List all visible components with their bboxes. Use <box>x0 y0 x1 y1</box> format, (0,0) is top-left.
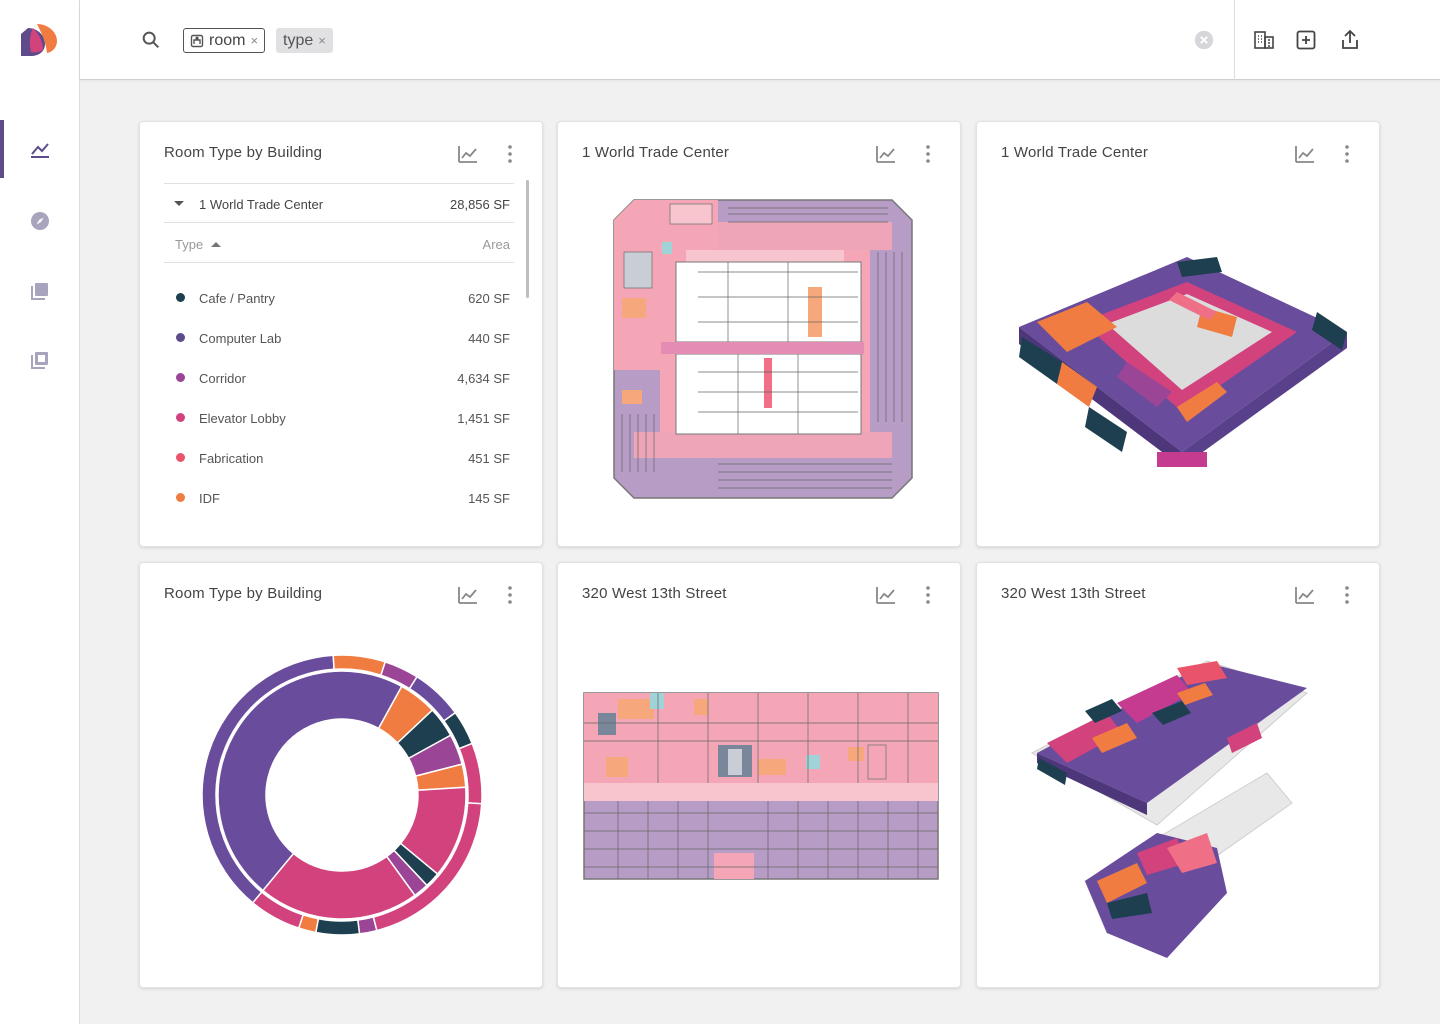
row-area: 4,634 SF <box>457 371 510 386</box>
nav-insights[interactable] <box>0 120 80 178</box>
row-area: 145 SF <box>468 491 510 506</box>
search-bar: room × type × <box>80 0 1440 80</box>
legend-dot <box>176 293 185 302</box>
share-icon <box>1342 29 1358 49</box>
card-floorplan-2d-wtc: 1 World Trade Center <box>557 121 961 547</box>
building-icon <box>1254 31 1274 49</box>
more-vert-icon[interactable] <box>916 583 940 607</box>
floorplan-2d[interactable] <box>558 563 961 988</box>
card-title: 320 West 13th Street <box>582 585 727 602</box>
card-title: 320 West 13th Street <box>1001 585 1146 602</box>
chart-type-icon[interactable] <box>874 142 898 166</box>
column-header-type[interactable]: Type <box>175 237 222 252</box>
card-title: Room Type by Building <box>164 144 323 161</box>
sunburst-slice[interactable] <box>251 891 305 930</box>
row-type: Cafe / Pantry <box>199 291 275 306</box>
table-row[interactable]: IDF 145 SF <box>164 478 514 518</box>
card-room-type-sunburst: Room Type by Building <box>139 562 543 988</box>
row-type: Elevator Lobby <box>199 411 286 426</box>
table-row[interactable]: Computer Lab 440 SF <box>164 318 514 358</box>
legend-dot <box>176 373 185 382</box>
sort-asc-icon <box>211 242 222 247</box>
more-vert-icon[interactable] <box>1335 142 1359 166</box>
chip-label: room <box>209 31 246 49</box>
legend-dot <box>176 453 185 462</box>
search-icon[interactable] <box>140 29 162 51</box>
chart-type-icon[interactable] <box>456 583 480 607</box>
chip-remove-icon[interactable]: × <box>250 33 259 48</box>
table-row[interactable]: Fabrication 451 SF <box>164 438 514 478</box>
more-vert-icon[interactable] <box>1335 583 1359 607</box>
row-area: 451 SF <box>468 451 510 466</box>
table-header: Type Area <box>164 223 514 263</box>
nav-library[interactable] <box>0 331 80 389</box>
card-room-type-table: Room Type by Building 1 World Trade Cent… <box>139 121 543 547</box>
row-type: IDF <box>199 491 220 506</box>
card-title: 1 World Trade Center <box>582 144 730 161</box>
clear-search-icon[interactable] <box>1193 29 1215 51</box>
floorplan-2d[interactable] <box>558 122 961 547</box>
share-button[interactable] <box>1337 27 1363 53</box>
card-floorplan-2d-320w13: 320 West 13th Street <box>557 562 961 988</box>
chart-type-icon[interactable] <box>1293 142 1317 166</box>
row-area: 440 SF <box>468 331 510 346</box>
library-icon <box>31 352 48 369</box>
compass-icon <box>31 212 49 230</box>
floorplan-3d[interactable] <box>977 122 1380 547</box>
room-icon <box>190 34 204 47</box>
sunburst-slice[interactable] <box>314 917 361 936</box>
filter-chip-room[interactable]: room × <box>183 28 266 53</box>
sunburst-chart[interactable] <box>140 563 543 988</box>
row-area: 1,451 SF <box>457 411 510 426</box>
legend-dot <box>176 493 185 502</box>
caret-down-icon[interactable] <box>174 201 184 206</box>
layers-icon <box>31 283 48 300</box>
card-title: 1 World Trade Center <box>1001 144 1149 161</box>
scrollbar[interactable] <box>526 180 529 298</box>
toolbar-divider <box>1234 0 1235 80</box>
more-vert-icon[interactable] <box>498 142 522 166</box>
row-type: Fabrication <box>199 451 264 466</box>
column-header-area[interactable]: Area <box>482 237 510 252</box>
add-box-icon <box>1296 30 1316 50</box>
table-body: Cafe / Pantry 620 SF Computer Lab 440 SF Cor… <box>164 278 514 518</box>
sunburst-slice[interactable] <box>261 852 416 920</box>
floorplan-3d[interactable] <box>977 563 1380 988</box>
group-area: 28,856 SF <box>450 197 510 212</box>
nav-explore[interactable] <box>0 192 80 250</box>
table-row[interactable]: Corridor 4,634 SF <box>164 358 514 398</box>
row-type: Computer Lab <box>199 331 282 346</box>
group-row[interactable]: 1 World Trade Center 28,856 SF <box>164 183 514 223</box>
group-name: 1 World Trade Center <box>199 197 324 212</box>
chart-type-icon[interactable] <box>456 142 480 166</box>
app-logo[interactable] <box>19 22 61 58</box>
more-vert-icon[interactable] <box>498 583 522 607</box>
add-widget-button[interactable] <box>1293 27 1319 53</box>
row-area: 620 SF <box>468 291 510 306</box>
chip-label: type <box>283 31 314 49</box>
legend-dot <box>176 413 185 422</box>
sidebar <box>0 0 80 1024</box>
table-row[interactable]: Elevator Lobby 1,451 SF <box>164 398 514 438</box>
sunburst-slice[interactable] <box>217 670 403 892</box>
chart-type-icon[interactable] <box>1293 583 1317 607</box>
row-type: Corridor <box>199 371 246 386</box>
line-chart-icon <box>31 143 49 158</box>
card-floorplan-3d-320w13: 320 West 13th Street <box>976 562 1380 988</box>
nav-layers[interactable] <box>0 262 80 320</box>
card-title: Room Type by Building <box>164 585 323 602</box>
buildings-button[interactable] <box>1251 27 1277 53</box>
legend-dot <box>176 333 185 342</box>
card-floorplan-3d-wtc: 1 World Trade Center <box>976 121 1380 547</box>
filter-chip-type[interactable]: type × <box>276 28 333 53</box>
chart-type-icon[interactable] <box>874 583 898 607</box>
chip-remove-icon[interactable]: × <box>318 33 326 48</box>
table-row[interactable]: Cafe / Pantry 620 SF <box>164 278 514 318</box>
sunburst-slice[interactable] <box>356 916 378 935</box>
column-label: Type <box>175 237 204 252</box>
more-vert-icon[interactable] <box>916 142 940 166</box>
